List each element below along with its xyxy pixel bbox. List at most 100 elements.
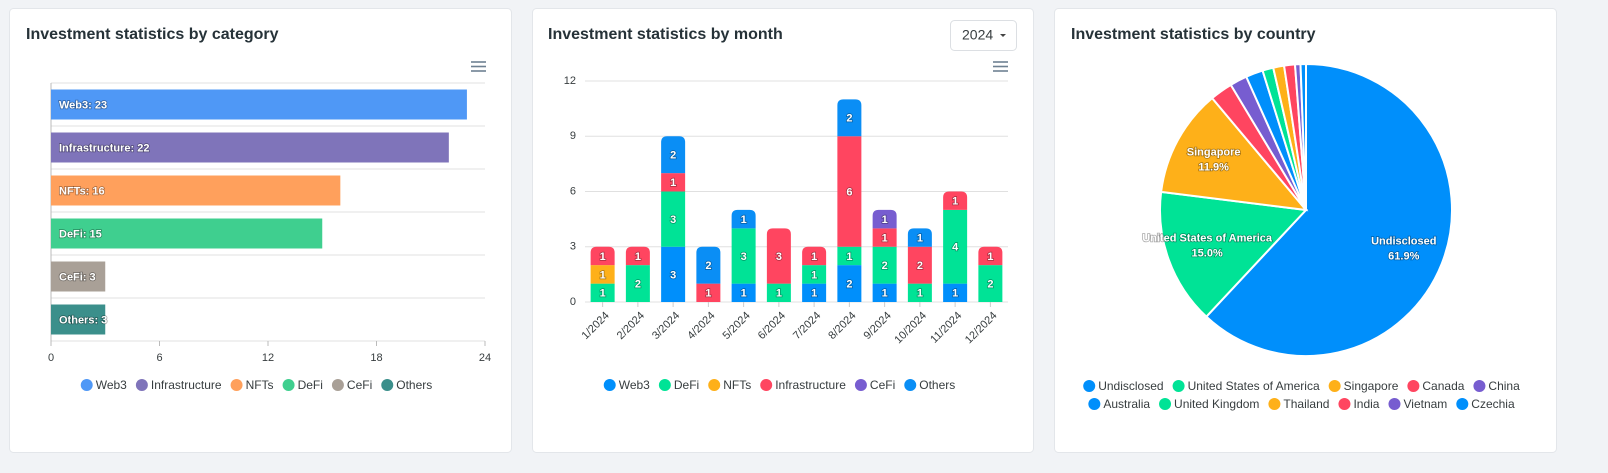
data-label: 2 (846, 113, 852, 125)
year-dropdown[interactable]: 2024 (950, 20, 1017, 51)
data-label: 2 (670, 150, 676, 162)
bar-segment (907, 283, 932, 302)
bar-segment (731, 283, 756, 302)
data-label: 1 (882, 214, 888, 226)
legend-label: Others (396, 378, 432, 392)
legend-label: NFTs (246, 378, 274, 392)
data-label: 1 (670, 177, 676, 189)
data-label: 1 (741, 214, 747, 226)
legend-marker (282, 379, 295, 391)
legend-marker (904, 379, 917, 391)
menu-icon[interactable] (471, 61, 486, 72)
bar-segment (625, 265, 650, 302)
y-tick-label: 6 (570, 185, 576, 197)
bar-segment (978, 265, 1003, 302)
data-label: 3 (741, 251, 747, 263)
bar-segment (943, 191, 968, 210)
slice-label: 15.0% (1192, 248, 1223, 260)
legend-marker (80, 379, 93, 391)
bar-segment (872, 228, 897, 247)
x-tick-label: 0 (48, 352, 54, 364)
x-tick-label: 12 (262, 352, 274, 364)
dropdown-value[interactable]: 2024 (962, 27, 993, 43)
menu-icon[interactable] (993, 61, 1008, 72)
legend-marker (1473, 380, 1486, 392)
legend-marker (1268, 398, 1281, 410)
legend-marker (1338, 398, 1351, 410)
data-label: 2 (635, 278, 641, 290)
bar-segment (943, 283, 968, 302)
pie-slice (1159, 190, 1309, 319)
legend-label: Infrastructure (151, 378, 222, 392)
dropdown-caret (1000, 34, 1006, 37)
data-label: CeFi: 3 (59, 271, 96, 283)
data-label: DeFi: 15 (59, 228, 102, 240)
data-label: 1 (917, 288, 923, 300)
bar-segment (943, 209, 968, 284)
bar-segment (837, 136, 862, 247)
legend-label: DeFi (674, 378, 699, 392)
legend-label: Others (919, 378, 955, 392)
legend-marker (1083, 380, 1096, 392)
legend-marker (1328, 380, 1341, 392)
bar-segment (872, 209, 897, 229)
y-tick-label: 9 (570, 130, 576, 142)
data-label: 1 (776, 288, 782, 300)
bar-segment (625, 246, 650, 266)
legend-label: CeFi (870, 378, 895, 392)
legend-marker (1456, 398, 1469, 410)
data-label: 2 (917, 260, 923, 272)
slice-name: Undisclosed (1371, 235, 1436, 247)
data-label: 1 (600, 251, 606, 263)
dropdown-box[interactable] (950, 20, 1017, 51)
bar-segment (696, 283, 721, 302)
pie-slice (1299, 62, 1307, 211)
bar (51, 261, 106, 292)
bar-segment (907, 246, 932, 284)
legend-label: NFTs (723, 378, 751, 392)
bar-segment (837, 265, 862, 302)
data-label: 1 (952, 196, 958, 208)
bar (51, 132, 449, 163)
bar (51, 218, 323, 249)
data-label: 6 (846, 186, 852, 198)
data-label: 3 (670, 214, 676, 226)
bar-segment (661, 246, 686, 302)
data-label: 1 (635, 251, 641, 263)
bar-segment (802, 246, 827, 266)
legend-marker (708, 379, 721, 391)
data-label: 3 (776, 251, 782, 263)
slice-name: United States of America (1142, 233, 1273, 245)
y-tick-label: 12 (564, 75, 576, 87)
x-tick-label: 6 (156, 352, 162, 364)
legend-label: India (1353, 397, 1379, 411)
legend-marker (331, 379, 344, 391)
pie-slice (1204, 62, 1453, 357)
legend-marker (760, 379, 773, 391)
data-label: 1 (811, 288, 817, 300)
bar-segment (696, 246, 721, 284)
chart-title: Investment statistics by category (26, 26, 279, 43)
legend-label: Australia (1103, 397, 1150, 411)
data-label: Infrastructure: 22 (59, 142, 149, 154)
legend-marker (854, 379, 867, 391)
chart-title: Investment statistics by month (548, 26, 783, 43)
legend-label: Web3 (96, 378, 127, 392)
data-label: 1 (811, 269, 817, 281)
bar-segment (872, 283, 897, 302)
data-label: Others: 3 (59, 314, 107, 326)
data-label: 1 (846, 251, 852, 263)
legend-label: Canada (1422, 379, 1464, 393)
data-label: 4 (952, 242, 959, 254)
legend-label: Web3 (619, 378, 650, 392)
x-tick-label: 18 (370, 352, 382, 364)
legend-marker (1159, 398, 1172, 410)
data-label: NFTs: 16 (59, 185, 105, 197)
legend-marker (1388, 398, 1401, 410)
bar-segment (907, 228, 932, 247)
bar-segment (661, 136, 686, 174)
legend-marker (603, 379, 616, 391)
legend-label: Singapore (1344, 379, 1399, 393)
legend-marker (381, 379, 394, 391)
legend-label: Vietnam (1403, 397, 1447, 411)
